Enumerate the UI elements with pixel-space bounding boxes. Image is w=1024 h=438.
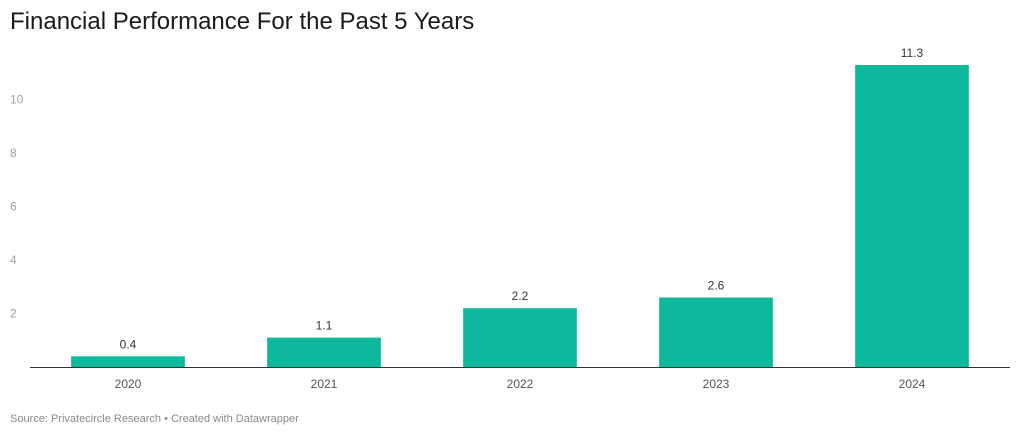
bar-2024 xyxy=(855,65,969,367)
data-labels: 0.4 1.1 2.2 2.6 11.3 xyxy=(120,46,924,351)
x-tick-label-2020: 2020 xyxy=(115,377,142,391)
x-tick-label-2021: 2021 xyxy=(311,377,338,391)
x-axis-ticks: 2020 2021 2022 2023 2024 xyxy=(115,377,926,391)
bars xyxy=(71,65,969,367)
data-label-2021: 1.1 xyxy=(316,319,333,333)
y-tick-label: 10 xyxy=(10,93,24,107)
bar-2021 xyxy=(267,337,381,367)
data-label-2020: 0.4 xyxy=(120,337,137,351)
source-note: Source: Privatecircle Research • Created… xyxy=(10,413,299,425)
data-label-2022: 2.2 xyxy=(512,289,529,303)
y-axis-ticks: 2 4 6 8 10 xyxy=(10,93,24,321)
data-label-2023: 2.6 xyxy=(708,279,725,293)
bar-2023 xyxy=(659,297,773,367)
x-tick-label-2023: 2023 xyxy=(703,377,730,391)
y-tick-label: 8 xyxy=(10,146,17,160)
bar-2022 xyxy=(463,308,577,367)
y-tick-label: 6 xyxy=(10,200,17,214)
y-tick-label: 4 xyxy=(10,253,17,267)
bar-2020 xyxy=(71,356,185,367)
x-tick-label-2022: 2022 xyxy=(507,377,534,391)
y-tick-label: 2 xyxy=(10,307,17,321)
x-tick-label-2024: 2024 xyxy=(899,377,926,391)
data-label-2024: 11.3 xyxy=(901,46,924,60)
chart-title: Financial Performance For the Past 5 Yea… xyxy=(10,8,475,35)
